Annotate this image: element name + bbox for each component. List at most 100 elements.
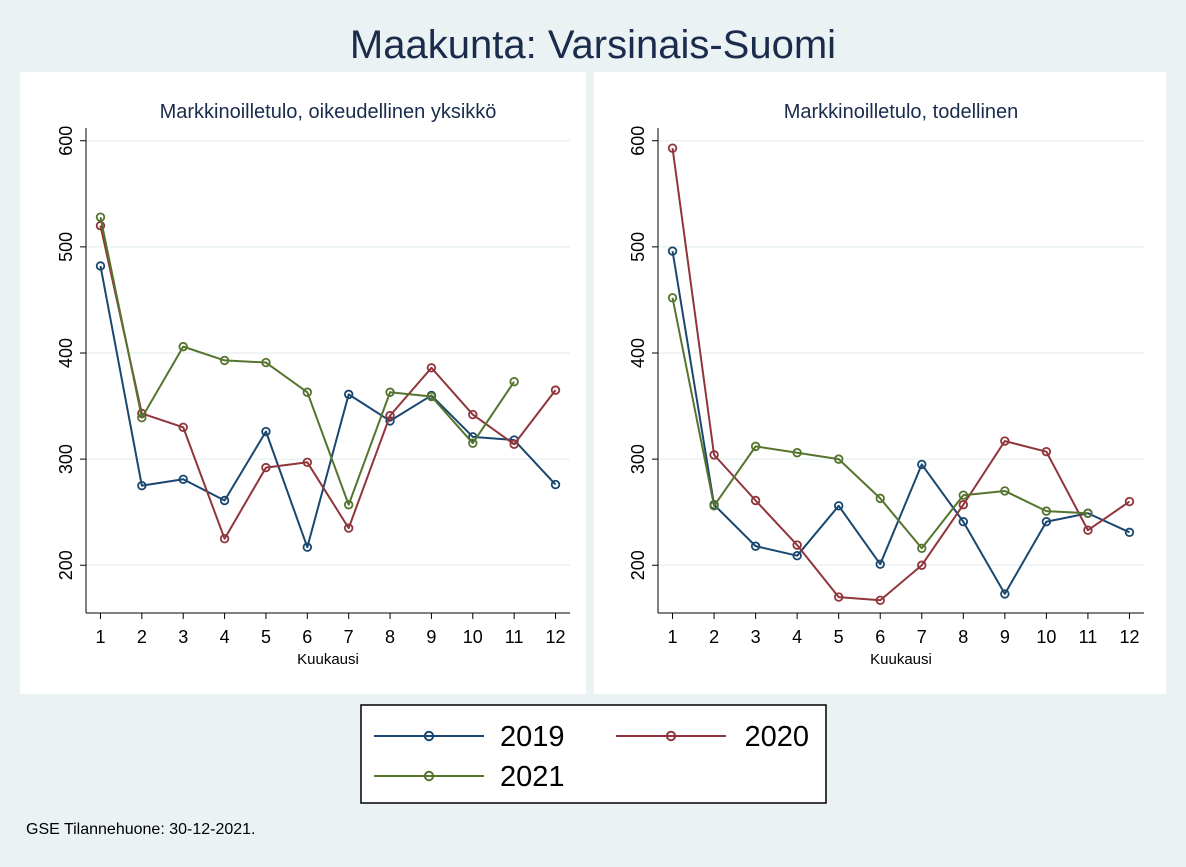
legend-item-2021: 2021 [374, 761, 565, 793]
data-point [302, 542, 313, 552]
data-point [509, 376, 519, 387]
data-point [261, 357, 271, 368]
legend-swatch-marker [423, 730, 435, 742]
data-point [219, 355, 230, 366]
data-point [1000, 436, 1010, 446]
data-point [343, 523, 354, 533]
y-tick-label: 500 [56, 232, 76, 262]
y-tick-label: 400 [628, 338, 648, 368]
x-tick-label: 5 [261, 627, 271, 647]
data-point [343, 500, 354, 510]
panel-background [20, 72, 586, 694]
data-point [1000, 486, 1010, 496]
data-point [550, 385, 561, 395]
data-point [261, 462, 271, 473]
data-point [1083, 525, 1093, 535]
data-point [917, 543, 927, 553]
data-point [137, 480, 147, 491]
data-point [302, 457, 313, 467]
data-point [1041, 517, 1052, 527]
data-point [958, 517, 969, 527]
data-point [917, 459, 927, 470]
data-point [750, 495, 761, 506]
data-point [709, 501, 719, 511]
data-point [178, 422, 188, 432]
data-point [137, 413, 147, 423]
data-point [833, 501, 844, 511]
series-2021 [667, 293, 1093, 553]
legend-label: 2021 [500, 761, 565, 793]
series-line-2019 [99, 265, 557, 549]
legend: 2019 2020 2021 [360, 704, 827, 804]
x-tick-label: 11 [1079, 627, 1098, 647]
data-point [95, 212, 106, 222]
panel-title: Markkinoilletulo, todellinen [784, 101, 1019, 123]
x-tick-label: 9 [426, 627, 436, 647]
x-tick-label: 1 [95, 627, 105, 647]
data-point [750, 541, 761, 551]
y-tick-label: 400 [56, 338, 76, 368]
x-tick-label: 7 [344, 627, 354, 647]
data-point [219, 534, 230, 544]
data-point [709, 450, 719, 460]
legend-label: 2020 [744, 721, 809, 753]
data-point [667, 293, 678, 303]
y-tick-label: 300 [56, 444, 76, 474]
panel-left: Markkinoilletulo, oikeudellinen yksikkö 2… [20, 72, 586, 694]
data-point [1124, 527, 1135, 538]
data-point [875, 559, 885, 569]
x-tick-label: 3 [178, 627, 188, 647]
figure-title: Maakunta: Varsinais-Suomi [350, 23, 836, 67]
data-point [302, 387, 313, 397]
series-2021 [95, 212, 519, 510]
x-axis-label: Kuukausi [297, 651, 359, 668]
x-tick-label: 12 [1119, 627, 1139, 647]
data-point [792, 540, 802, 550]
data-point [667, 246, 678, 256]
data-point [1000, 589, 1010, 599]
footnote: GSE Tilannehuone: 30-12-2021. [26, 821, 256, 838]
x-tick-label: 2 [137, 627, 147, 647]
data-point [343, 389, 354, 400]
series-line-2020 [671, 148, 1131, 602]
x-tick-label: 10 [1036, 627, 1056, 647]
x-tick-label: 8 [958, 627, 968, 647]
x-tick-label: 5 [834, 627, 844, 647]
data-point [750, 441, 761, 452]
data-point [385, 410, 395, 421]
data-point [468, 409, 478, 420]
data-point [792, 448, 802, 458]
data-point [875, 493, 885, 504]
y-tick-label: 300 [628, 444, 648, 474]
x-tick-label: 10 [463, 627, 483, 647]
y-tick-label: 200 [628, 550, 648, 580]
data-point [426, 391, 437, 402]
data-point [1083, 508, 1093, 518]
data-point [178, 474, 188, 484]
data-point [917, 560, 927, 570]
legend-item-2020: 2020 [616, 721, 809, 753]
data-point [958, 490, 969, 500]
x-tick-label: 3 [751, 627, 761, 647]
data-point [1041, 446, 1052, 457]
y-tick-label: 600 [628, 126, 648, 156]
data-point [95, 261, 106, 271]
data-point [667, 143, 678, 153]
data-point [1124, 496, 1135, 507]
legend-swatch-marker [665, 730, 677, 742]
y-tick-label: 200 [56, 550, 76, 580]
y-tick-label: 600 [56, 126, 76, 156]
x-tick-label: 2 [709, 627, 719, 647]
legend-box [360, 704, 827, 804]
x-tick-label: 6 [302, 627, 312, 647]
x-tick-label: 9 [1000, 627, 1010, 647]
data-point [385, 387, 395, 397]
series-line-2021 [99, 216, 515, 506]
panel-right: Markkinoilletulo, todellinen 200 300 400 500… [594, 72, 1166, 694]
x-tick-label: 4 [792, 627, 802, 647]
data-point [792, 550, 802, 561]
data-point [468, 438, 478, 448]
data-point [178, 341, 188, 352]
panel-title: Markkinoilletulo, oikeudellinen yksikkö [160, 101, 497, 123]
